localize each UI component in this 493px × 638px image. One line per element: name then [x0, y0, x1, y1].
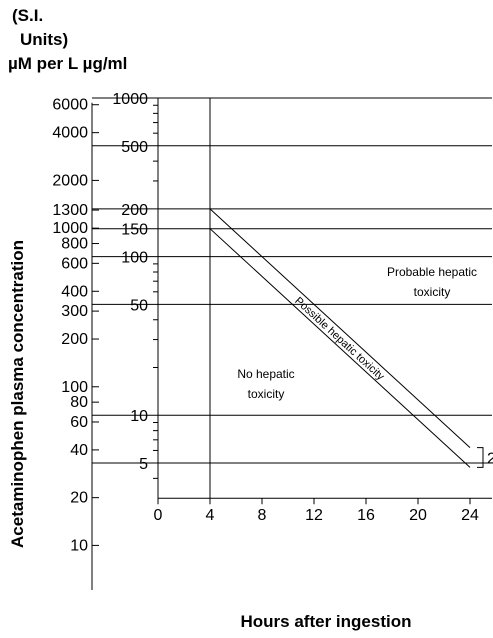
right-tick-label-7: 5	[139, 456, 148, 473]
left-tick-label-1: 4000	[52, 125, 88, 142]
right-tick-label-6: 10	[130, 408, 148, 425]
left-tick-label-0: 6000	[52, 97, 88, 114]
header-si: (S.I.	[12, 6, 43, 25]
ticks-layer: 6000400020001300100080060040030020010080…	[52, 91, 479, 554]
right-tick-label-1: 500	[121, 139, 148, 156]
left-tick-label-3: 1300	[52, 202, 88, 219]
x-tick-label-6: 24	[461, 507, 479, 524]
left-tick-label-9: 200	[61, 331, 88, 348]
no-toxicity-label-line1: No hepatic	[237, 367, 294, 381]
right-tick-label-4: 100	[121, 250, 148, 267]
left-tick-label-5: 800	[61, 236, 88, 253]
series-layer	[209, 208, 471, 468]
y-axis-title: Acetaminophen plasma concentration	[8, 240, 27, 548]
left-tick-label-11: 80	[70, 394, 88, 411]
axes-layer	[91, 98, 492, 590]
header-unit-names: µM per L µg/ml	[8, 54, 127, 73]
x-tick-label-4: 16	[357, 507, 375, 524]
right-tick-label-5: 50	[130, 297, 148, 314]
left-tick-label-15: 10	[70, 537, 88, 554]
labels-layer: 25% Probable hepatic toxicity No hepatic tox…	[237, 265, 493, 468]
bracket-25-percent	[477, 447, 484, 468]
left-tick-label-7: 400	[61, 283, 88, 300]
x-axis-title: Hours after ingestion	[241, 612, 412, 631]
right-tick-label-3: 150	[121, 222, 148, 239]
left-tick-label-12: 60	[70, 414, 88, 431]
probable-label-line2: toxicity	[414, 285, 451, 299]
possible-toxicity-label: Possible hepatic toxicity	[292, 295, 386, 383]
x-tick-label-2: 8	[258, 507, 267, 524]
probable-label-line1: Probable hepatic	[387, 265, 477, 279]
left-tick-label-4: 1000	[52, 220, 88, 237]
left-tick-label-13: 40	[70, 442, 88, 459]
left-tick-label-2: 2000	[52, 172, 88, 189]
left-tick-label-8: 300	[61, 303, 88, 320]
x-tick-label-0: 0	[154, 507, 163, 524]
treatment-line-0	[209, 208, 471, 448]
left-tick-label-14: 20	[70, 490, 88, 507]
bracket-label: 25%	[487, 451, 493, 468]
right-tick-label-2: 200	[121, 202, 148, 219]
left-tick-label-10: 100	[61, 379, 88, 396]
no-toxicity-label-line2: toxicity	[248, 387, 285, 401]
x-tick-label-1: 4	[206, 507, 215, 524]
x-tick-label-3: 12	[305, 507, 323, 524]
right-tick-label-0: 1000	[112, 91, 148, 108]
treatment-line-1	[209, 228, 471, 468]
left-tick-label-6: 600	[61, 255, 88, 272]
x-tick-label-5: 20	[409, 507, 427, 524]
header-units: Units)	[20, 30, 68, 49]
